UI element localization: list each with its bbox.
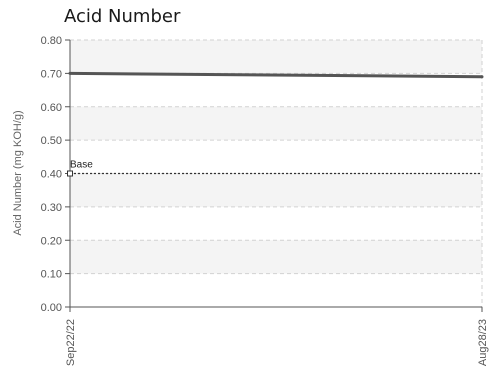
plot-band [70, 106, 482, 141]
series-point [480, 75, 484, 79]
reference-marker [67, 170, 73, 177]
y-tick-label: 0.40 [41, 169, 62, 181]
x-tick-label: Aug28/23 [477, 319, 489, 366]
series-line [69, 71, 483, 79]
y-tick-label: 0.50 [41, 135, 62, 147]
x-tick-labels: Sep22/22 Aug28/23 [65, 319, 489, 366]
reference-line: Base [67, 160, 482, 177]
plot-band [70, 173, 482, 207]
y-tick-label: 0.60 [41, 102, 62, 114]
y-tick-label: 0.70 [41, 68, 62, 80]
plot-bands [70, 40, 482, 274]
y-tick-label: 0.30 [41, 202, 62, 214]
y-tick-label: 0.10 [41, 269, 62, 281]
y-tick-label: 0.80 [41, 35, 62, 47]
y-tick-labels: 0.00 0.10 0.20 0.30 0.40 0.50 0.60 0.70 0.80 [41, 35, 62, 314]
chart-title: Acid Number [64, 6, 181, 27]
y-axis-title: Acid Number (mg KOH/g) [12, 110, 24, 235]
y-tick-label: 0.20 [41, 235, 62, 247]
series-lines [68, 71, 484, 79]
reference-label: Base [70, 160, 93, 171]
plot-band [70, 240, 482, 274]
series-point [68, 71, 72, 75]
y-tick-label: 0.00 [41, 302, 62, 314]
plot-band [70, 40, 482, 74]
x-tick-label: Sep22/22 [65, 319, 77, 366]
